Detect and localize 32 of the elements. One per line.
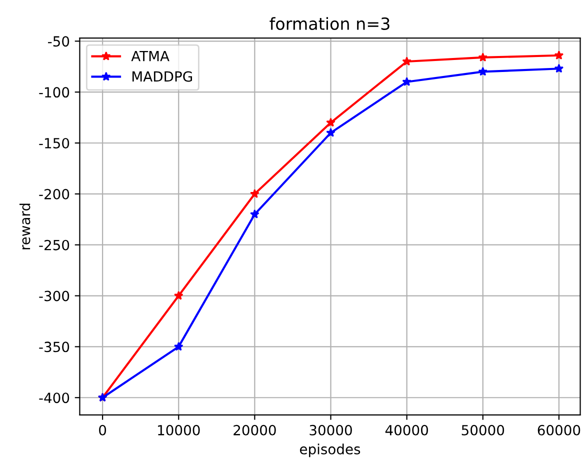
- y-tick-label: -250: [39, 240, 70, 250]
- point: [250, 209, 260, 218]
- x-axis-title: episodes: [300, 444, 360, 458]
- x-tick-label: 30000: [310, 424, 352, 436]
- point: [402, 56, 412, 66]
- y-tick-label: -350: [39, 342, 70, 352]
- y-tick-label: -100: [39, 87, 70, 98]
- point: [554, 64, 564, 73]
- x-tick-label: 10000: [158, 424, 200, 436]
- point: [326, 118, 336, 127]
- y-tick-label: -400: [39, 392, 70, 404]
- legend-label: ATMA: [131, 51, 170, 62]
- legend-label: MADDPG: [132, 71, 192, 82]
- chart-title: formation n=3: [270, 17, 390, 30]
- x-tick-label: 0: [99, 424, 106, 436]
- point: [174, 342, 184, 351]
- point: [478, 52, 488, 62]
- point: [326, 128, 336, 137]
- x-tick-label: 20000: [234, 424, 276, 436]
- point: [554, 50, 564, 60]
- y-tick-label: -150: [39, 138, 70, 148]
- y-tick-label: -50: [48, 36, 70, 47]
- x-tick-label: 40000: [385, 424, 428, 436]
- point: [402, 77, 412, 86]
- point: [478, 66, 488, 76]
- y-tick-label: -300: [39, 290, 70, 302]
- y-tick-label: -200: [39, 188, 70, 200]
- x-tick-label: 60000: [538, 424, 580, 436]
- point: [174, 290, 184, 300]
- x-tick-label: 50000: [462, 424, 504, 436]
- point: [250, 189, 260, 198]
- y-axis-title: reward: [19, 204, 30, 250]
